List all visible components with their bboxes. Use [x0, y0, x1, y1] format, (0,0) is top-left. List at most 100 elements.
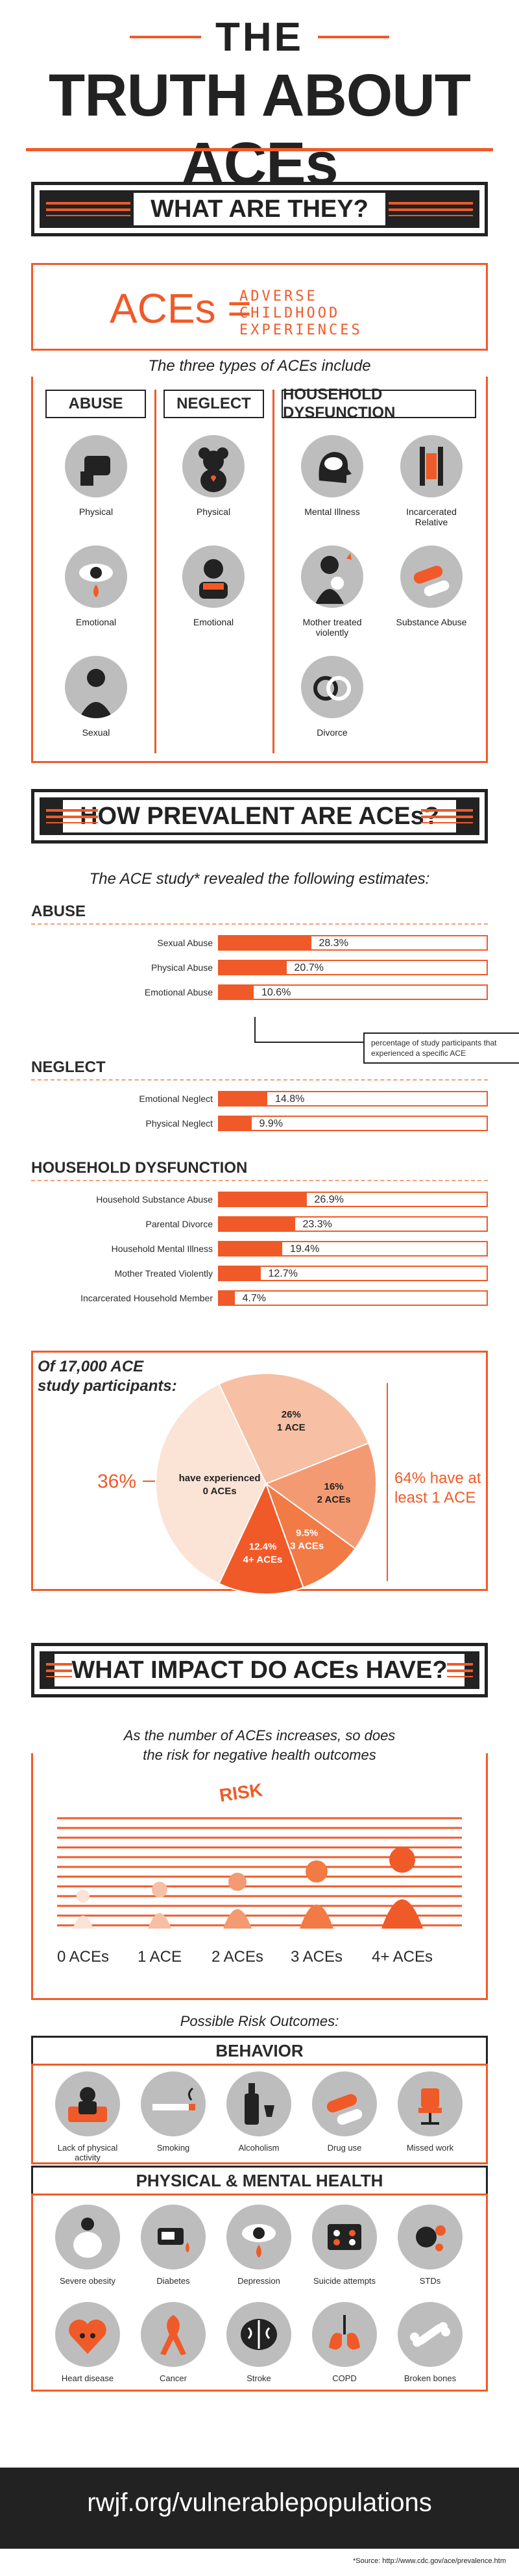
- prevalence-bar-row: Household Mental Illness 19.4%: [31, 1240, 488, 1259]
- outcome-copd: COPD: [302, 2302, 387, 2383]
- bar-fill: [219, 1092, 267, 1105]
- bar-fill: [219, 1267, 261, 1280]
- prevalence-bar-row: Emotional Neglect 14.8%: [31, 1090, 488, 1109]
- pill-pack-icon: [312, 2205, 377, 2270]
- pie-slice-sublabel: 2 ACEs: [317, 1494, 351, 1505]
- types-panel: [31, 377, 488, 763]
- column-divider: [154, 390, 156, 753]
- bar-track: 14.8%: [218, 1091, 488, 1107]
- prevalence-bar-row: Household Substance Abuse 26.9%: [31, 1190, 488, 1210]
- group-divider: [31, 923, 488, 925]
- bar-fill: [219, 986, 254, 999]
- pie-slice: [155, 1382, 267, 1585]
- pie-slice-label: have experienced: [179, 1473, 261, 1484]
- bar-fill: [219, 961, 287, 974]
- bar-value: 26.9%: [314, 1194, 344, 1205]
- pie-slice: [218, 1373, 370, 1485]
- outcome-depression: Depression: [217, 2205, 301, 2286]
- prevalence-group-heading: ABUSE: [31, 903, 86, 920]
- cigarette-icon: [141, 2071, 206, 2136]
- teddy-bear-icon: [182, 435, 245, 497]
- section-title: WHAT IMPACT DO ACEs HAVE?: [54, 1654, 465, 1686]
- type-sexual-abuse: Sexual: [54, 656, 138, 738]
- pie-slice-label: 12.4%: [249, 1541, 277, 1552]
- impact-intro-1: As the number of ACEs increases, so does: [123, 1727, 396, 1744]
- title-decor-line: [130, 36, 201, 38]
- pie-slice-label: 16%: [324, 1481, 344, 1492]
- type-physical-abuse: Physical: [54, 435, 138, 517]
- couch-potato-icon: [55, 2071, 120, 2136]
- bar-value: 20.7%: [294, 962, 324, 973]
- column-head-neglect: NEGLECT: [163, 390, 264, 418]
- bar-label: Sexual Abuse: [157, 938, 213, 948]
- bone-icon: [398, 2302, 463, 2367]
- health-header: PHYSICAL & MENTAL HEALTH: [31, 2166, 488, 2195]
- bar-fill: [219, 1117, 252, 1130]
- bar-label: Incarcerated Household Member: [80, 1293, 213, 1303]
- outcome-stds: STDs: [388, 2205, 472, 2286]
- pie-slice: [218, 1482, 304, 1595]
- behavior-header: BEHAVIOR: [31, 2036, 488, 2066]
- heart-icon: [55, 2302, 120, 2367]
- bar-label: Household Substance Abuse: [96, 1194, 213, 1205]
- jail-bars-icon: [400, 435, 463, 497]
- impact-intro-2: the risk for negative health outcomes: [143, 1747, 376, 1763]
- section-banner-what-are-they: WHAT ARE THEY?: [31, 182, 488, 236]
- lungs-icon: [312, 2302, 377, 2367]
- bar-track: 28.3%: [218, 935, 488, 951]
- outcome-diabetes: Diabetes: [131, 2205, 215, 2286]
- bar-track: 4.7%: [218, 1290, 488, 1306]
- prevalence-bar-row: Emotional Abuse 10.6%: [31, 983, 488, 1003]
- bar-value: 9.9%: [259, 1118, 283, 1129]
- pie-slice-sublabel: 1 ACE: [277, 1422, 306, 1433]
- prevalence-group-heading: HOUSEHOLD DYSFUNCTION: [31, 1159, 248, 1177]
- risk-label-0: 0 ACEs: [56, 1948, 110, 1966]
- risk-label-1: 1 ACE: [137, 1948, 182, 1966]
- bar-value: 14.8%: [275, 1094, 305, 1105]
- types-intro: The three types of ACEs include: [148, 357, 371, 375]
- callout-leader: [254, 1042, 363, 1043]
- bar-label: Physical Abuse: [151, 962, 213, 973]
- type-divorce: Divorce: [290, 656, 374, 738]
- fist-icon: [65, 435, 127, 497]
- bar-track: 26.9%: [218, 1192, 488, 1207]
- outcome-severe-obesity: Severe obesity: [45, 2205, 130, 2286]
- bar-track: 9.9%: [218, 1116, 488, 1131]
- bar-label: Household Mental Illness: [111, 1244, 213, 1254]
- column-head-household-dysfunction: HOUSEHOLD DYSFUNCTION: [282, 386, 476, 421]
- bar-value: 23.3%: [302, 1219, 332, 1230]
- virus-icon: [398, 2205, 463, 2270]
- pie-chart: have experienced 0 ACEs 26% 1 ACE 16% 2 ACEs 9…: [155, 1373, 377, 1595]
- child-alone-icon: [182, 545, 245, 608]
- prevalence-intro: The ACE study* revealed the following es…: [89, 870, 430, 888]
- bar-track: 10.6%: [218, 984, 488, 1000]
- pills-icon: [400, 545, 463, 608]
- risk-label-4: 4+ ACEs: [371, 1948, 433, 1966]
- outcome-missed-work: Missed work: [388, 2071, 472, 2153]
- pie-bracket: [387, 1383, 388, 1581]
- aces-acronym: ACEs =: [110, 285, 252, 332]
- bar-track: 19.4%: [218, 1241, 488, 1257]
- prevalence-bar-row: Mother Treated Violently 12.7%: [31, 1264, 488, 1284]
- health-grid: [31, 2194, 488, 2392]
- prevalence-bar-row: Physical Neglect 9.9%: [31, 1114, 488, 1134]
- type-mental-illness: Mental Illness: [290, 435, 374, 517]
- section-banner-what-impact: WHAT IMPACT DO ACEs HAVE?: [31, 1643, 488, 1697]
- bar-fill: [219, 1218, 295, 1231]
- brain-head-icon: [301, 435, 363, 497]
- pie-intro: Of 17,000 ACE study participants:: [38, 1358, 177, 1395]
- footer-url[interactable]: rwjf.org/vulnerablepopulations: [0, 2468, 519, 2549]
- brain-icon: [226, 2302, 291, 2367]
- source-footnote: *Source: http://www.cdc.gov/ace/prevalen…: [352, 2557, 506, 2565]
- section-title: HOW PREVALENT ARE ACEs?: [63, 800, 456, 832]
- type-incarcerated-relative: Incarcerated Relative: [389, 435, 474, 527]
- type-substance-abuse: Substance Abuse: [389, 545, 474, 627]
- empty-chair-icon: [398, 2071, 463, 2136]
- bar-fill: [219, 1193, 307, 1206]
- pie-slice: [264, 1482, 356, 1589]
- section-title: WHAT ARE THEY?: [134, 193, 385, 225]
- bar-value: 19.4%: [290, 1244, 320, 1255]
- ribbon-icon: [141, 2302, 206, 2367]
- bar-value: 28.3%: [319, 938, 348, 949]
- column-head-abuse: ABUSE: [45, 390, 146, 418]
